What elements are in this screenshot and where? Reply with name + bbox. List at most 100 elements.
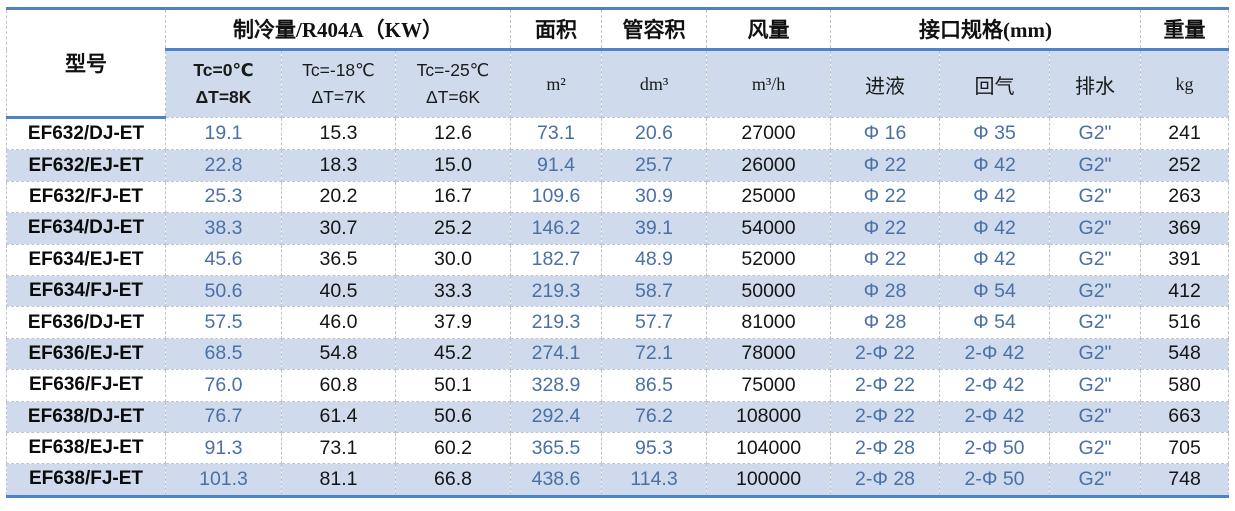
table-row: EF638/EJ-ET 91.3 73.1 60.2 365.5 95.3 104000 2-…	[6, 431, 1230, 465]
cell-tube-volume: 72.1	[601, 337, 708, 371]
cell-weight: 548	[1140, 337, 1230, 371]
cell-cooling-tc-25: 50.6	[394, 400, 512, 433]
cell-weight: 580	[1140, 369, 1230, 402]
table-row: EF632/DJ-ET 19.1 15.3 12.6 73.1 20.6 27000 Φ 16…	[6, 116, 1230, 151]
cell-weight: 516	[1140, 306, 1230, 339]
header-tube-volume: 管容积	[601, 8, 708, 51]
cell-tube-volume: 57.7	[601, 306, 708, 339]
subheader-tc0: Tc=0℃ ΔT=8K	[165, 49, 282, 118]
cell-cooling-tc-18: 61.4	[281, 400, 396, 433]
cell-cooling-tc-18: 46.0	[281, 306, 396, 339]
cell-cooling-tc-25: 60.2	[394, 431, 512, 465]
cell-liquid-inlet: 2-Φ 28	[830, 463, 941, 497]
cell-cooling-tc0: 38.3	[165, 212, 282, 245]
cell-cooling-tc-25: 25.2	[394, 212, 512, 245]
cell-cooling-tc-18: 18.3	[281, 149, 396, 182]
cell-cooling-tc-18: 15.3	[281, 116, 396, 151]
cell-liquid-inlet: Φ 22	[830, 243, 941, 276]
subheader-tc0-line1: Tc=0℃	[193, 59, 254, 80]
evaporator-spec-table: 型号 制冷量/R404A（KW） 面积 管容积 风量 接口规格(mm) 重量 T…	[6, 7, 1230, 498]
cell-cooling-tc0: 91.3	[165, 431, 282, 465]
cell-gas-return: Φ 42	[939, 149, 1051, 182]
table-row: EF634/EJ-ET 45.6 36.5 30.0 182.7 48.9 52000 Φ 2…	[6, 243, 1230, 276]
cell-drain: G2"	[1049, 369, 1142, 402]
cell-drain: G2"	[1049, 463, 1142, 497]
cell-weight: 748	[1140, 463, 1230, 497]
cell-cooling-tc0: 57.5	[165, 306, 282, 339]
cell-liquid-inlet: Φ 16	[830, 116, 941, 151]
cell-cooling-tc-18: 81.1	[281, 463, 396, 497]
cell-gas-return: 2-Φ 42	[939, 369, 1051, 402]
subheader-liquid-inlet: 进液	[830, 49, 941, 118]
table-body: EF632/DJ-ET 19.1 15.3 12.6 73.1 20.6 27000 Φ 16…	[6, 116, 1230, 497]
subheader-weight-unit: kg	[1140, 49, 1230, 118]
cell-cooling-tc-18: 36.5	[281, 243, 396, 276]
cell-area: 109.6	[510, 180, 603, 214]
cell-drain: G2"	[1049, 274, 1142, 308]
table-row: EF634/FJ-ET 50.6 40.5 33.3 219.3 58.7 50000 Φ 2…	[6, 274, 1230, 308]
header-area: 面积	[510, 8, 603, 51]
cell-liquid-inlet: Φ 28	[830, 306, 941, 339]
cell-model: EF638/DJ-ET	[6, 400, 166, 433]
cell-air-flow: 54000	[706, 212, 832, 245]
subheader-air-flow-unit: m³/h	[706, 49, 832, 118]
cell-liquid-inlet: 2-Φ 28	[830, 431, 941, 465]
table-row: EF632/FJ-ET 25.3 20.2 16.7 109.6 30.9 25000 Φ 2…	[6, 180, 1230, 214]
cell-weight: 241	[1140, 116, 1230, 151]
cell-air-flow: 100000	[706, 463, 832, 497]
header-weight: 重量	[1140, 8, 1230, 51]
cell-tube-volume: 30.9	[601, 180, 708, 214]
table-row: EF636/DJ-ET 57.5 46.0 37.9 219.3 57.7 81000 Φ 2…	[6, 306, 1230, 339]
cell-model: EF634/DJ-ET	[6, 212, 166, 245]
cell-cooling-tc-18: 54.8	[281, 337, 396, 371]
cell-liquid-inlet: Φ 22	[830, 180, 941, 214]
cell-tube-volume: 95.3	[601, 431, 708, 465]
cell-cooling-tc-25: 30.0	[394, 243, 512, 276]
cell-tube-volume: 39.1	[601, 212, 708, 245]
cell-model: EF638/FJ-ET	[6, 463, 166, 497]
cell-liquid-inlet: Φ 22	[830, 212, 941, 245]
cell-tube-volume: 20.6	[601, 116, 708, 151]
cell-cooling-tc-25: 12.6	[394, 116, 512, 151]
cell-weight: 412	[1140, 274, 1230, 308]
cell-cooling-tc-18: 73.1	[281, 431, 396, 465]
cell-model: EF636/DJ-ET	[6, 306, 166, 339]
cell-model: EF636/FJ-ET	[6, 369, 166, 402]
cell-cooling-tc-25: 37.9	[394, 306, 512, 339]
cell-cooling-tc0: 76.0	[165, 369, 282, 402]
cell-cooling-tc0: 50.6	[165, 274, 282, 308]
cell-cooling-tc0: 19.1	[165, 116, 282, 151]
cell-liquid-inlet: 2-Φ 22	[830, 337, 941, 371]
cell-area: 91.4	[510, 149, 603, 182]
cell-air-flow: 75000	[706, 369, 832, 402]
cell-gas-return: Φ 42	[939, 180, 1051, 214]
header-cooling-capacity-group: 制冷量/R404A（KW）	[164, 8, 512, 51]
cell-drain: G2"	[1049, 400, 1142, 433]
cell-liquid-inlet: 2-Φ 22	[830, 400, 941, 433]
subheader-tc-25: Tc=-25℃ ΔT=6K	[394, 49, 512, 118]
subheader-tc-18: Tc=-18℃ ΔT=7K	[281, 49, 396, 118]
cell-cooling-tc0: 25.3	[165, 180, 282, 214]
cell-air-flow: 26000	[706, 149, 832, 182]
cell-drain: G2"	[1049, 149, 1142, 182]
cell-area: 219.3	[510, 274, 603, 308]
footnote: 1）表中 Tc 为库温； ΔT 为传热温差,即库温与蒸发温度之差。2）其它工况冷…	[10, 505, 1235, 511]
table-row: EF638/FJ-ET 101.3 81.1 66.8 438.6 114.3 100000…	[6, 463, 1230, 497]
cell-gas-return: Φ 35	[939, 116, 1051, 151]
cell-model: EF634/EJ-ET	[6, 243, 166, 276]
cell-cooling-tc-25: 33.3	[394, 274, 512, 308]
cell-area: 274.1	[510, 337, 603, 371]
cell-drain: G2"	[1049, 337, 1142, 371]
cell-cooling-tc0: 22.8	[165, 149, 282, 182]
cell-area: 146.2	[510, 212, 603, 245]
cell-air-flow: 25000	[706, 180, 832, 214]
cell-air-flow: 50000	[706, 274, 832, 308]
cell-cooling-tc0: 76.7	[165, 400, 282, 433]
table-row: EF636/EJ-ET 68.5 54.8 45.2 274.1 72.1 78000 2-Φ…	[6, 337, 1230, 371]
cell-gas-return: Φ 42	[939, 212, 1051, 245]
cell-air-flow: 52000	[706, 243, 832, 276]
cell-tube-volume: 76.2	[601, 400, 708, 433]
table-row: EF632/EJ-ET 22.8 18.3 15.0 91.4 25.7 26000 Φ 22…	[6, 149, 1230, 182]
cell-cooling-tc-25: 50.1	[394, 369, 512, 402]
